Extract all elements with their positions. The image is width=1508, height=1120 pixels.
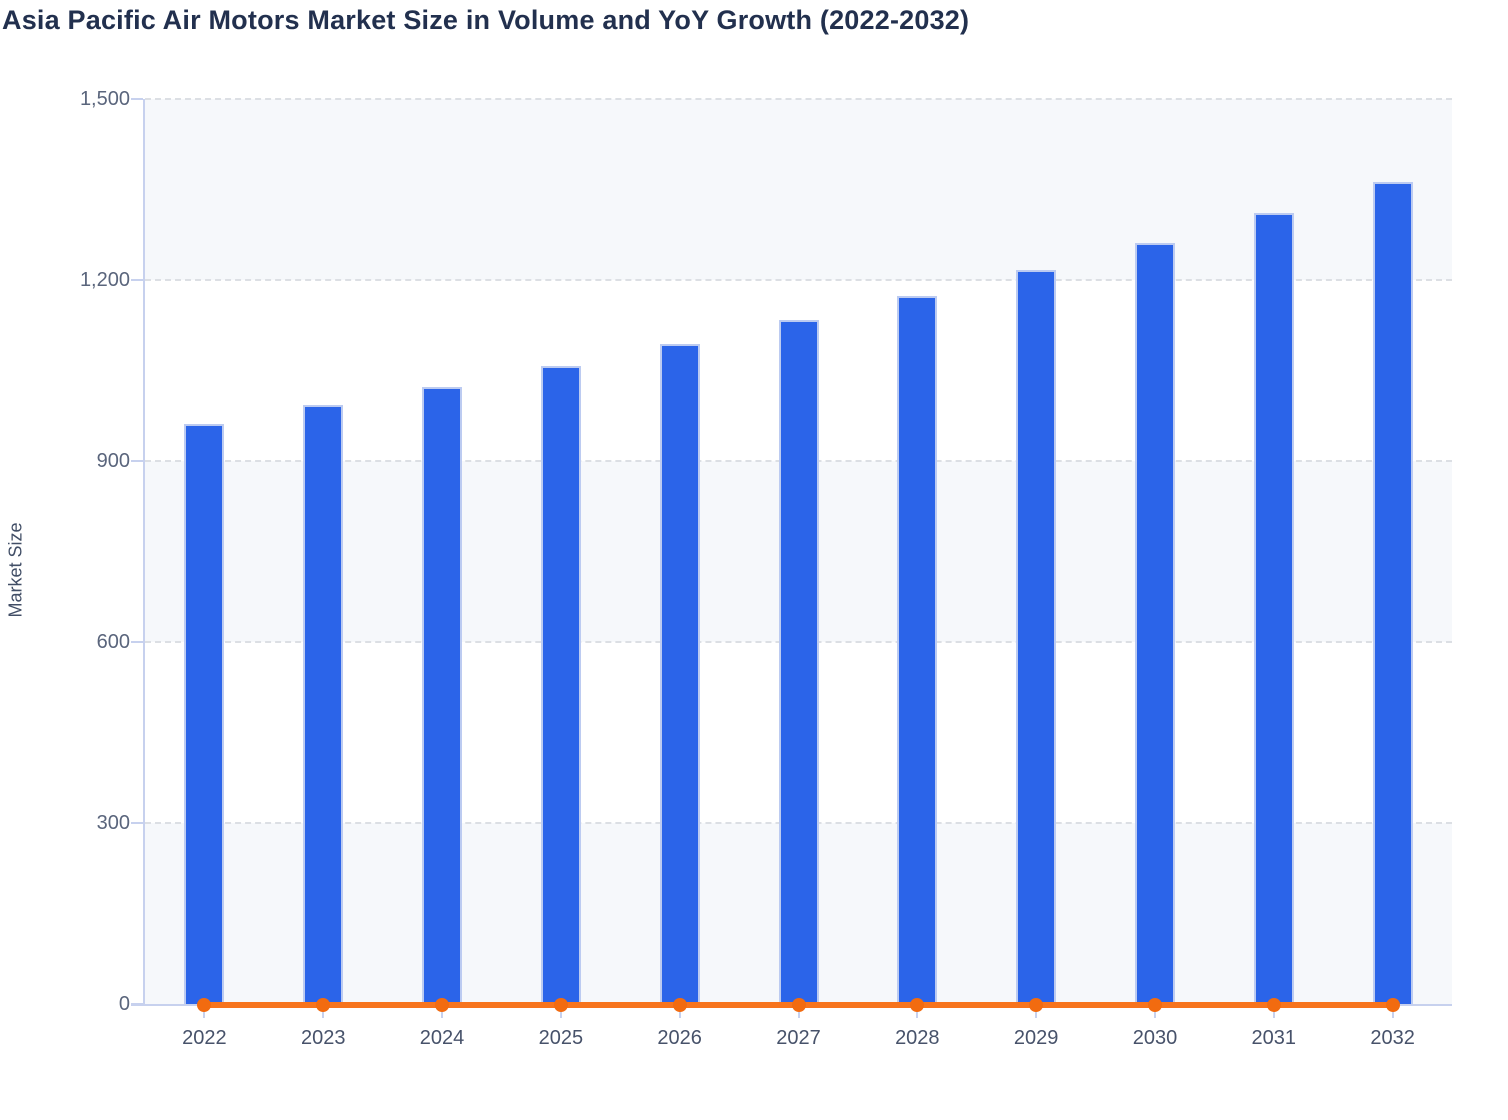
y-tick-label: 600 — [96, 631, 130, 653]
x-tick-mark — [916, 1006, 919, 1018]
yoy-growth-point-2026[interactable] — [672, 998, 687, 1012]
bar-2030[interactable] — [1134, 242, 1175, 1004]
y-tick-label: 0 — [118, 993, 130, 1015]
x-tick-label-2029: 2029 — [1013, 1027, 1059, 1049]
x-tick-mark — [1035, 1006, 1038, 1018]
yoy-growth-point-2032[interactable] — [1385, 998, 1400, 1012]
y-tick-label: 1,500 — [79, 88, 130, 110]
x-tick-label-2031: 2031 — [1251, 1027, 1297, 1049]
y-tick-mark — [131, 641, 143, 643]
y-tick-mark — [131, 460, 143, 462]
x-tick-label-2027: 2027 — [776, 1027, 821, 1049]
bar-2022[interactable] — [184, 423, 225, 1004]
x-tick-label-2032: 2032 — [1370, 1027, 1415, 1049]
plot-area — [131, 98, 1452, 1018]
x-tick-label-2023: 2023 — [300, 1027, 346, 1049]
y-axis-line — [143, 99, 145, 1006]
plot-band — [145, 99, 1452, 280]
yoy-growth-point-2031[interactable] — [1266, 998, 1281, 1012]
yoy-growth-point-2025[interactable] — [553, 998, 568, 1012]
gridline — [145, 98, 1452, 100]
bar-2025[interactable] — [540, 365, 581, 1004]
x-tick-label-2022: 2022 — [182, 1027, 227, 1049]
x-tick-label-2030: 2030 — [1132, 1027, 1178, 1049]
x-tick-mark — [203, 1006, 206, 1018]
x-tick-mark — [322, 1006, 325, 1018]
y-tick-label: 1,200 — [79, 269, 130, 291]
bar-2029[interactable] — [1016, 270, 1057, 1004]
x-tick-mark — [1391, 1006, 1394, 1018]
y-tick-label: 300 — [96, 812, 130, 834]
yoy-growth-point-2023[interactable] — [316, 998, 331, 1012]
x-tick-label-2028: 2028 — [895, 1027, 940, 1049]
yoy-growth-point-2029[interactable] — [1029, 998, 1044, 1012]
gridline — [145, 279, 1452, 281]
y-axis-title: Market Size — [5, 522, 26, 618]
x-tick-mark — [1153, 1006, 1156, 1018]
y-tick-mark — [131, 279, 143, 281]
x-tick-mark — [797, 1006, 800, 1018]
bar-2028[interactable] — [897, 296, 938, 1004]
x-tick-label-2025: 2025 — [538, 1027, 584, 1049]
bar-2032[interactable] — [1372, 182, 1413, 1004]
y-tick-label: 900 — [96, 450, 130, 472]
x-tick-mark — [1272, 1006, 1275, 1018]
x-tick-mark — [678, 1006, 681, 1018]
x-tick-mark — [441, 1006, 444, 1018]
bar-2024[interactable] — [422, 386, 463, 1004]
bar-2027[interactable] — [778, 320, 819, 1004]
x-tick-label-2024: 2024 — [419, 1027, 465, 1049]
y-tick-mark — [131, 822, 143, 824]
yoy-growth-point-2028[interactable] — [910, 998, 925, 1012]
bar-2023[interactable] — [303, 405, 344, 1004]
bar-2026[interactable] — [659, 343, 700, 1004]
yoy-growth-point-2030[interactable] — [1147, 998, 1162, 1012]
yoy-growth-point-2024[interactable] — [435, 998, 450, 1012]
x-tick-label-2026: 2026 — [657, 1027, 702, 1049]
yoy-growth-point-2022[interactable] — [197, 998, 212, 1012]
y-tick-mark — [131, 98, 143, 100]
bar-2031[interactable] — [1253, 213, 1294, 1004]
y-tick-mark — [131, 1003, 143, 1005]
x-tick-mark — [559, 1006, 562, 1018]
yoy-growth-point-2027[interactable] — [791, 998, 806, 1012]
chart-title: Asia Pacific Air Motors Market Size in V… — [2, 5, 970, 35]
